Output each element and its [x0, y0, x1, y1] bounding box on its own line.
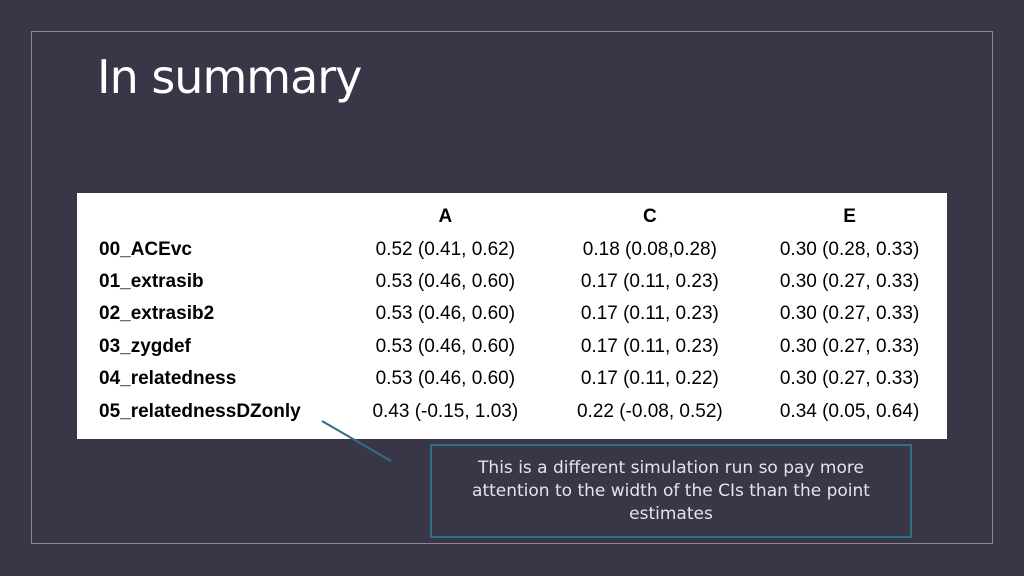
header-a: A — [438, 206, 453, 228]
cell-e: 0.30 (0.27, 0.33) — [779, 270, 920, 292]
slide-frame — [31, 31, 993, 544]
callout-text: This is a different simulation run so pa… — [472, 457, 870, 524]
header-e: E — [843, 206, 856, 228]
table-row: 04_relatedness 0.53 (0.46, 0.60) 0.17 (0… — [77, 363, 947, 395]
header-c: C — [642, 206, 657, 228]
table-row: 00_ACEvc 0.52 (0.41, 0.62) 0.18 (0.08,0.… — [77, 233, 947, 265]
cell-e: 0.30 (0.27, 0.33) — [779, 335, 920, 357]
cell-a: 0.53 (0.46, 0.60) — [375, 270, 516, 292]
table-row: 02_extrasib2 0.53 (0.46, 0.60) 0.17 (0.1… — [77, 298, 947, 330]
table-header-row: A C E — [77, 201, 947, 233]
cell-c: 0.17 (0.11, 0.23) — [580, 270, 719, 292]
cell-a: 0.52 (0.41, 0.62) — [375, 238, 516, 260]
model-name: 00_ACEvc — [99, 238, 192, 260]
header-model — [77, 201, 343, 233]
table-row: 03_zygdef 0.53 (0.46, 0.60) 0.17 (0.11, … — [77, 331, 947, 363]
cell-a: 0.43 (-0.15, 1.03) — [372, 400, 519, 422]
cell-a: 0.53 (0.46, 0.60) — [375, 368, 516, 390]
cell-e: 0.30 (0.27, 0.33) — [779, 368, 920, 390]
callout-box: This is a different simulation run so pa… — [430, 444, 912, 538]
summary-table: A C E 00_ACEvc 0.52 (0.41, 0.62) 0.18 (0… — [77, 201, 947, 428]
table-row: 05_relatednessDZonly 0.43 (-0.15, 1.03) … — [77, 395, 947, 427]
cell-c: 0.17 (0.11, 0.22) — [580, 368, 719, 390]
table-row: 01_extrasib 0.53 (0.46, 0.60) 0.17 (0.11… — [77, 266, 947, 298]
cell-e: 0.30 (0.28, 0.33) — [779, 238, 920, 260]
model-name: 03_zygdef — [99, 335, 191, 357]
cell-c: 0.17 (0.11, 0.23) — [580, 335, 719, 357]
cell-e: 0.34 (0.05, 0.64) — [779, 400, 920, 422]
cell-c: 0.17 (0.11, 0.23) — [580, 303, 719, 325]
model-name: 01_extrasib — [99, 270, 204, 292]
cell-c: 0.18 (0.08,0.28) — [582, 238, 717, 260]
cell-a: 0.53 (0.46, 0.60) — [375, 303, 516, 325]
summary-table-panel: A C E 00_ACEvc 0.52 (0.41, 0.62) 0.18 (0… — [77, 193, 947, 439]
slide-title: In summary — [97, 50, 362, 104]
cell-e: 0.30 (0.27, 0.33) — [779, 303, 920, 325]
model-name: 02_extrasib2 — [99, 303, 215, 325]
model-name: 05_relatednessDZonly — [99, 400, 301, 422]
cell-a: 0.53 (0.46, 0.60) — [375, 335, 516, 357]
model-name: 04_relatedness — [99, 368, 237, 390]
cell-c: 0.22 (-0.08, 0.52) — [576, 400, 723, 422]
